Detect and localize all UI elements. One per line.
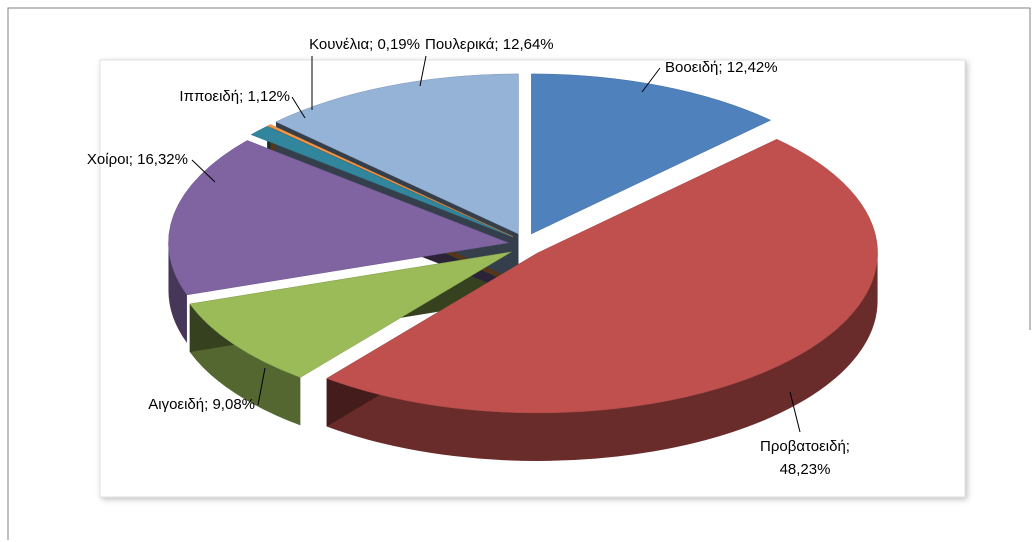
slice xyxy=(531,73,772,235)
data-label: Ιπποειδή; 1,12% xyxy=(179,88,290,105)
slice xyxy=(168,140,510,296)
data-label: Αιγοειδή; 9,08% xyxy=(148,396,255,413)
data-label: 48,23% xyxy=(780,461,831,478)
data-label: Πουλερικά; 12,64% xyxy=(425,36,554,53)
data-label: Κουνέλια; 0,19% xyxy=(309,36,420,53)
leader-line xyxy=(641,67,661,93)
frame xyxy=(7,7,1031,540)
data-label: Προβατοειδή; xyxy=(760,438,850,455)
leader-line xyxy=(257,367,266,406)
slice xyxy=(275,73,519,235)
leader-line xyxy=(419,55,427,87)
leader-line xyxy=(789,391,801,433)
slice xyxy=(189,251,512,378)
slice-side xyxy=(326,252,878,461)
leader-line xyxy=(291,96,306,119)
data-label: Χοίροι; 16,32% xyxy=(87,151,188,168)
data-label: Βοοειδή; 12,42% xyxy=(665,59,778,76)
slice xyxy=(326,138,878,414)
slice xyxy=(250,125,513,238)
slice-side xyxy=(168,242,187,343)
leader-line xyxy=(191,159,216,183)
slice xyxy=(267,124,514,237)
